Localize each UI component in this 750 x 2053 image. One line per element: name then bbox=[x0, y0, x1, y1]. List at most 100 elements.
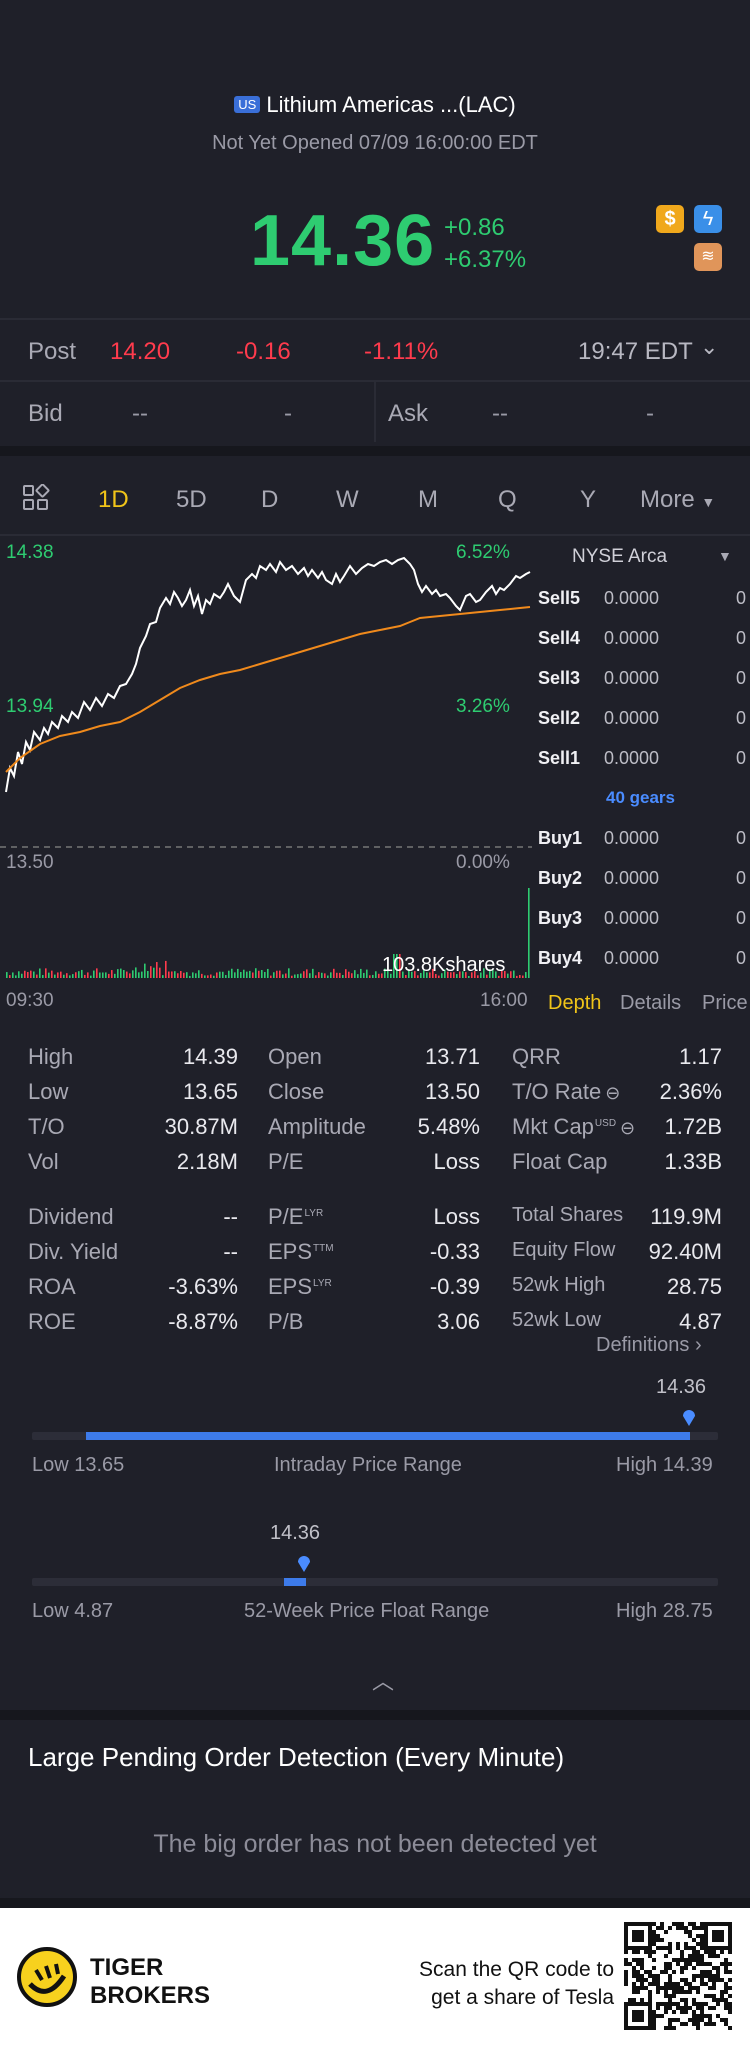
volume-bar bbox=[525, 972, 527, 978]
dollar-icon[interactable]: $ bbox=[656, 205, 684, 233]
chevron-down-icon[interactable]: ⌄ bbox=[700, 334, 719, 359]
volume-bar bbox=[186, 972, 188, 978]
chart-pct-mid: 3.26% bbox=[456, 696, 510, 717]
volume-bar bbox=[387, 969, 389, 978]
footer-banner: TIGER BROKERS Scan the QR code to get a … bbox=[0, 1908, 750, 2053]
volume-bar bbox=[297, 974, 299, 978]
stat-label: Close bbox=[268, 1079, 325, 1104]
bid-label: Bid bbox=[28, 400, 63, 427]
intraday-title: Intraday Price Range bbox=[274, 1454, 462, 1476]
volume-bar bbox=[336, 972, 338, 978]
tab-y[interactable]: Y bbox=[580, 486, 597, 513]
post-market-row[interactable]: Post 14.20 -0.16 -1.11% 19:47 EDT ⌄ bbox=[0, 320, 750, 380]
brand-line2: BROKERS bbox=[90, 1982, 211, 2009]
volume-bar bbox=[468, 975, 470, 978]
volume-bar bbox=[261, 969, 263, 978]
exchange-selector[interactable]: NYSE Arca ▼ bbox=[534, 546, 750, 572]
tab-q[interactable]: Q bbox=[498, 486, 517, 513]
ask-size: - bbox=[646, 400, 654, 427]
sell-level-volume: 0 bbox=[736, 668, 747, 688]
info-icon[interactable]: ⊖ bbox=[620, 1118, 636, 1138]
price-line bbox=[5, 556, 531, 793]
chevron-right-icon: › bbox=[694, 1334, 702, 1356]
volume-bar bbox=[81, 969, 83, 978]
volume-bar bbox=[312, 968, 314, 978]
volume-bar bbox=[18, 971, 20, 978]
volume-bar bbox=[60, 971, 62, 978]
tab-details[interactable]: Details bbox=[620, 992, 682, 1014]
volume-bar bbox=[57, 972, 59, 978]
stat-value: 1.33B bbox=[664, 1149, 723, 1174]
volume-bar bbox=[174, 971, 176, 978]
volume-bar bbox=[237, 968, 239, 978]
collapse-chevron-icon[interactable]: ︿ bbox=[372, 1669, 395, 1694]
volume-bar bbox=[222, 971, 224, 978]
volume-bar bbox=[339, 972, 341, 978]
stock-title: US Lithium Americas ...(LAC) bbox=[0, 92, 750, 118]
info-icon[interactable]: ⊖ bbox=[605, 1083, 621, 1103]
tab-m[interactable]: M bbox=[418, 486, 438, 513]
intraday-chart[interactable] bbox=[0, 536, 534, 1016]
stat-value: 2.36% bbox=[659, 1079, 722, 1104]
chart-x-end: 16:00 bbox=[480, 990, 528, 1011]
tab-depth[interactable]: Depth bbox=[548, 992, 602, 1014]
volume-bar bbox=[474, 971, 476, 978]
volume-bar bbox=[141, 971, 143, 978]
volume-bar bbox=[63, 974, 65, 978]
tab-price[interactable]: Price bbox=[702, 992, 748, 1014]
buy-level-volume: 0 bbox=[736, 948, 747, 968]
volume-bar bbox=[45, 968, 47, 978]
volume-bar bbox=[135, 967, 137, 978]
buy-level-name: Buy1 bbox=[538, 828, 583, 848]
volume-bar bbox=[126, 971, 128, 978]
volume-bar bbox=[324, 973, 326, 978]
tab-more[interactable]: More ▼ bbox=[640, 486, 716, 513]
stat-value: 13.50 bbox=[424, 1079, 480, 1104]
volume-bar bbox=[357, 974, 359, 978]
gears-selector[interactable]: 40 gears bbox=[606, 788, 675, 807]
stat-value: 13.71 bbox=[424, 1044, 480, 1069]
volume-bar bbox=[231, 968, 233, 978]
volume-bar bbox=[381, 973, 383, 978]
price-change-pct: +6.37% bbox=[444, 246, 527, 273]
tab-w[interactable]: W bbox=[336, 486, 359, 513]
volume-bar bbox=[372, 974, 374, 978]
stat-label: Open bbox=[268, 1044, 322, 1069]
volume-bar bbox=[384, 968, 386, 978]
price-change: +0.86 bbox=[444, 214, 505, 241]
definitions-link[interactable]: Definitions › bbox=[596, 1334, 702, 1356]
grid-icon[interactable] bbox=[22, 483, 50, 512]
buy-level-volume: 0 bbox=[736, 908, 747, 928]
volume-bar bbox=[36, 974, 38, 978]
lightning-icon[interactable]: ϟ bbox=[694, 205, 722, 233]
volume-bar bbox=[66, 973, 68, 978]
volume-bar bbox=[219, 971, 221, 978]
volume-bar bbox=[396, 954, 398, 978]
tab-5d[interactable]: 5D bbox=[176, 486, 207, 513]
intraday-range: 14.36 Low 13.65 Intraday Price Range Hig… bbox=[0, 1376, 750, 1486]
volume-bar bbox=[363, 972, 365, 978]
tab-d[interactable]: D bbox=[261, 486, 279, 513]
volume-bar bbox=[462, 971, 464, 978]
volume-bar bbox=[414, 971, 416, 978]
ask-price: -- bbox=[492, 400, 508, 427]
volume-bar bbox=[429, 972, 431, 978]
volume-bar bbox=[282, 974, 284, 978]
volume-bar bbox=[309, 973, 311, 978]
volume-bar bbox=[12, 972, 14, 978]
volume-bar bbox=[6, 972, 8, 978]
stat-label: Dividend bbox=[28, 1204, 114, 1229]
volume-bar bbox=[171, 971, 173, 978]
volume-bar bbox=[417, 975, 419, 978]
chart-y-mid: 13.94 bbox=[6, 696, 54, 717]
education-icon[interactable]: ≋ bbox=[694, 243, 722, 271]
volume-bar bbox=[333, 968, 335, 978]
volume-bar bbox=[105, 972, 107, 978]
stat-label: P/B bbox=[268, 1309, 304, 1334]
volume-bar bbox=[51, 970, 53, 978]
volume-bar bbox=[9, 975, 11, 978]
week52-range: 14.36 Low 4.87 52-Week Price Float Range… bbox=[0, 1520, 750, 1632]
post-change: -0.16 bbox=[236, 338, 291, 365]
tab-1d[interactable]: 1D bbox=[98, 486, 129, 513]
stock-name[interactable]: Lithium Americas ...(LAC) bbox=[266, 92, 516, 117]
